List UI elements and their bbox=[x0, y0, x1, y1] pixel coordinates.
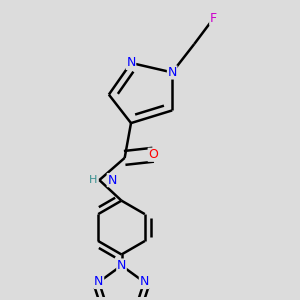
Text: O: O bbox=[148, 148, 158, 161]
Text: N: N bbox=[117, 259, 126, 272]
Text: F: F bbox=[210, 12, 217, 25]
Text: H: H bbox=[89, 175, 97, 185]
Text: N: N bbox=[126, 56, 136, 69]
Text: N: N bbox=[94, 275, 104, 289]
Text: N: N bbox=[140, 275, 149, 289]
Text: N: N bbox=[167, 66, 177, 79]
Text: N: N bbox=[107, 174, 117, 187]
